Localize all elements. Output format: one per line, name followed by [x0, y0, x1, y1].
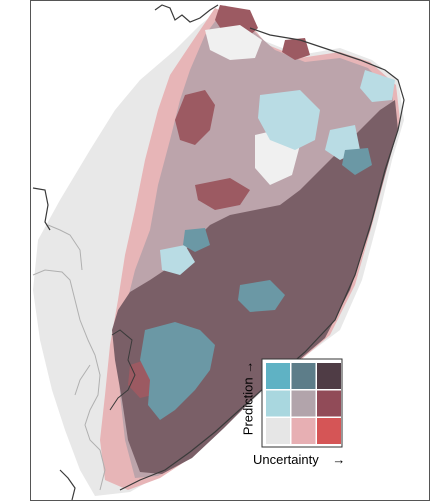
- legend-cell: [266, 390, 290, 417]
- legend-cell: [266, 418, 290, 444]
- light-blue-patch: [160, 245, 195, 275]
- coastline: [59, 469, 76, 501]
- light-blue-patch: [258, 90, 320, 150]
- state-boundary: [47, 224, 83, 271]
- legend-cell: [291, 363, 316, 389]
- legend-cell: [291, 418, 316, 444]
- dark-red-patch: [175, 90, 215, 145]
- teal-patch: [140, 322, 215, 420]
- arrow-icon: →: [240, 360, 256, 374]
- teal-patch: [183, 228, 210, 252]
- legend-cell: [291, 390, 316, 417]
- legend-x-label: Uncertainty →: [253, 452, 346, 467]
- state-boundary: [32, 269, 106, 491]
- dark-red-patch: [195, 178, 250, 210]
- dark-red-patch: [282, 38, 310, 60]
- region-outline: [109, 329, 136, 411]
- arrow-icon: →: [332, 452, 346, 467]
- light-blue-patch: [360, 70, 395, 102]
- legend-y-label: Prediction →: [240, 360, 256, 436]
- teal-patch: [342, 148, 372, 175]
- state-boundary: [74, 364, 91, 396]
- legend-cell: [317, 418, 341, 444]
- bivariate-legend: [261, 358, 343, 448]
- coastline: [32, 187, 51, 231]
- coastline: [119, 27, 405, 491]
- legend-cell: [317, 390, 341, 417]
- teal-patch: [238, 280, 285, 312]
- legend-cell: [266, 363, 290, 389]
- coastline: [154, 4, 219, 23]
- legend-cell: [317, 363, 341, 389]
- white-patch: [205, 25, 262, 60]
